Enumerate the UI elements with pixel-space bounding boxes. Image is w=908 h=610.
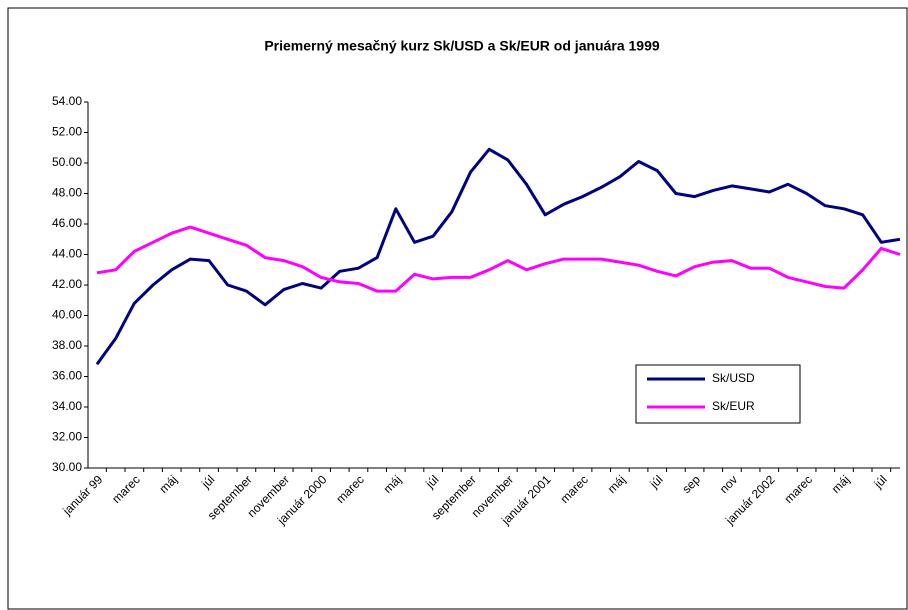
- y-tick-label: 46.00: [52, 216, 82, 230]
- y-tick-label: 32.00: [52, 430, 82, 444]
- chart-frame: [7, 7, 908, 610]
- y-tick-label: 42.00: [52, 277, 82, 291]
- chart-title: Priemerný mesačný kurz Sk/USD a Sk/EUR o…: [264, 38, 660, 54]
- y-tick-label: 30.00: [52, 460, 82, 474]
- line-series: [95, 147, 901, 366]
- y-tick-label: 34.00: [52, 399, 82, 413]
- line-series: [96, 225, 901, 293]
- y-tick-label: 54.00: [52, 94, 82, 108]
- legend-label: Sk/EUR: [712, 399, 755, 413]
- y-tick-label: 50.00: [52, 155, 82, 169]
- y-tick-label: 44.00: [52, 247, 82, 261]
- y-tick-label: 52.00: [52, 125, 82, 139]
- y-tick-label: 36.00: [52, 369, 82, 383]
- legend-box: [635, 364, 801, 424]
- y-tick-label: 38.00: [52, 338, 82, 352]
- y-tick-label: 40.00: [52, 308, 82, 322]
- y-tick-label: 48.00: [52, 186, 82, 200]
- legend-label: Sk/USD: [712, 371, 755, 385]
